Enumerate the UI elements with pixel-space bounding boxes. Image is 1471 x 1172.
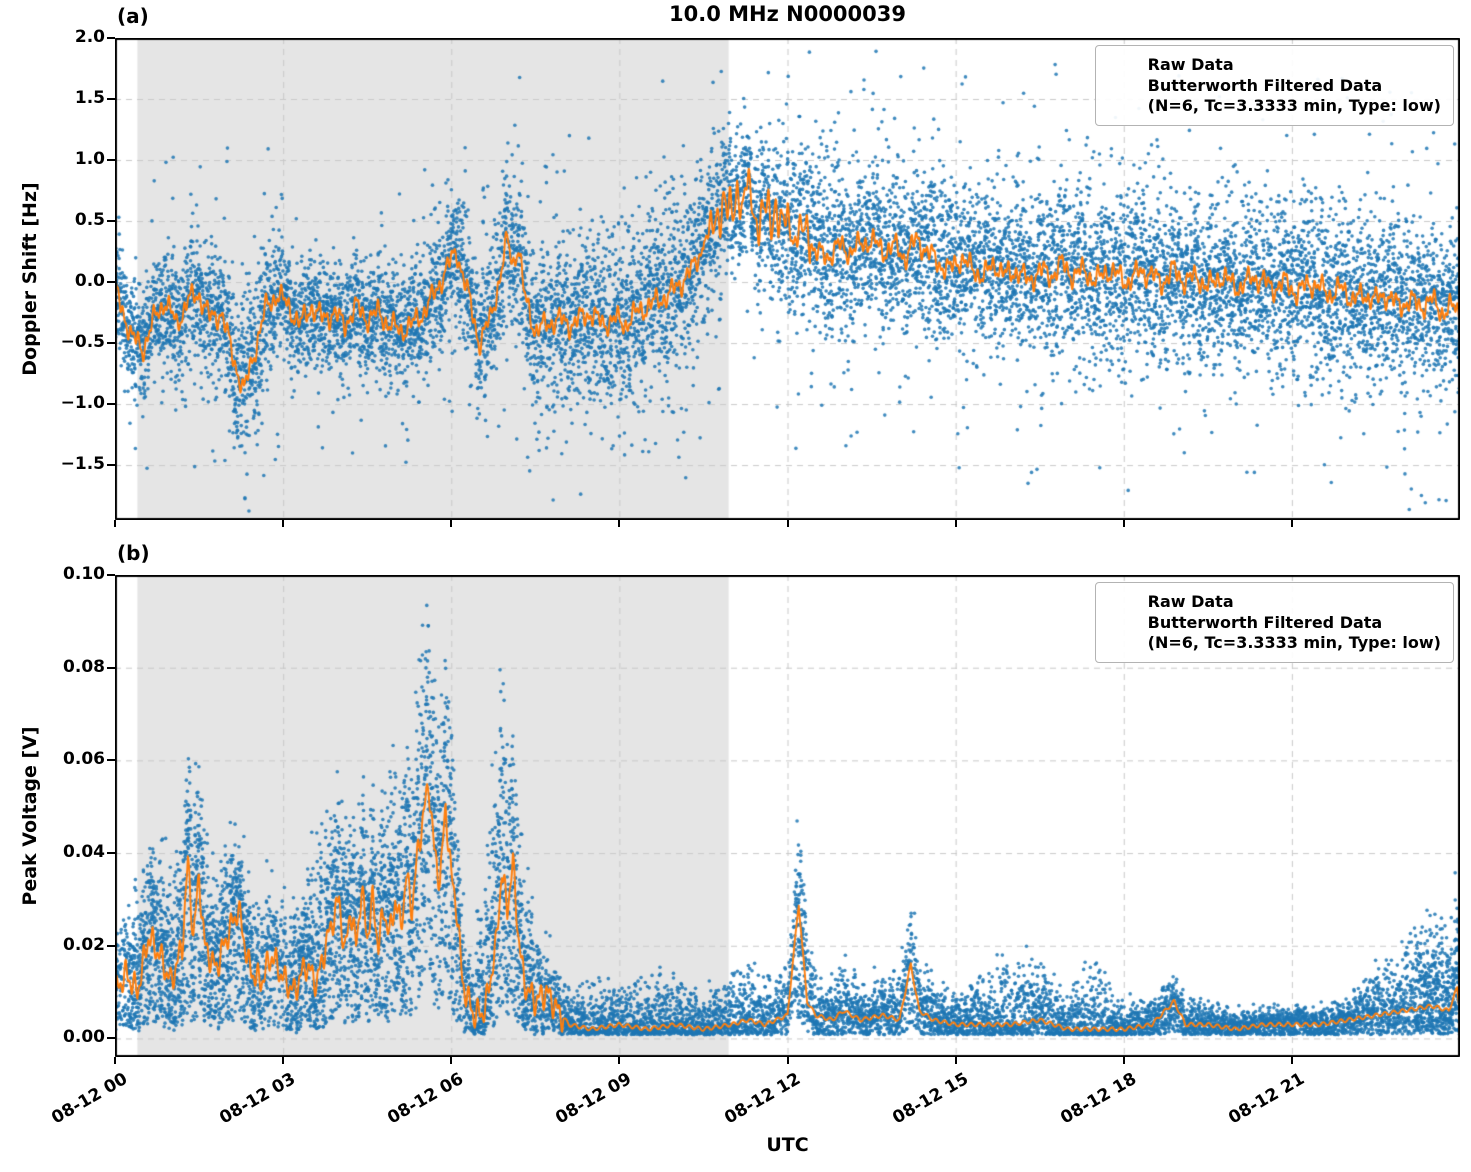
x-tick-mark: [450, 520, 453, 527]
y-tick-mark: [107, 1037, 115, 1040]
raw-data-marker-icon: [1123, 61, 1131, 69]
x-tick-label: 08-12 09: [552, 1069, 636, 1129]
y-tick-label: −1.5: [60, 454, 105, 475]
legend-filtered-label: Butterworth Filtered Data (N=6, Tc=3.333…: [1148, 76, 1441, 116]
y-tick-mark: [107, 98, 115, 100]
x-tick-mark: [450, 1057, 453, 1064]
y-tick-mark: [107, 464, 115, 467]
x-tick-mark: [114, 520, 116, 527]
x-tick-label: 08-12 12: [720, 1069, 804, 1129]
x-tick-label: 08-12 00: [48, 1069, 131, 1129]
legend-filtered-params: (N=6, Tc=3.3333 min, Type: low): [1147, 96, 1441, 115]
x-tick-mark: [618, 520, 621, 527]
x-tick-label: 08-12 06: [384, 1069, 468, 1129]
legend-marker-cell: [1106, 95, 1148, 98]
legend-marker-cell: [1106, 598, 1148, 606]
legend-raw-label: Raw Data: [1147, 592, 1234, 611]
legend-filtered-title: Butterworth Filtered Data: [1147, 613, 1383, 632]
y-tick-label: 0.04: [63, 842, 105, 863]
legend-marker-cell: [1106, 632, 1148, 635]
x-tick-mark: [786, 520, 789, 527]
y-tick-mark: [107, 220, 115, 223]
x-tick-mark: [954, 1057, 957, 1064]
filtered-line-marker-icon: [1110, 632, 1144, 635]
x-tick-mark: [282, 1057, 285, 1064]
x-tick-label: 08-12 21: [1225, 1069, 1308, 1129]
filtered-line-marker-icon: [1110, 95, 1144, 98]
panel-label-b: (b): [117, 541, 150, 565]
y-tick-mark: [107, 281, 115, 284]
y-tick-mark: [107, 342, 115, 345]
legend-filtered-entry: Butterworth Filtered Data (N=6, Tc=3.333…: [1106, 613, 1441, 653]
legend-raw-entry: Raw Data: [1106, 55, 1441, 74]
x-tick-mark: [1290, 1057, 1293, 1064]
x-tick-label: 08-12 18: [1057, 1069, 1140, 1129]
x-tick-mark: [114, 1057, 116, 1064]
y-tick-label: 0.5: [74, 210, 105, 231]
y-tick-label: 1.0: [74, 149, 105, 170]
y-tick-mark: [107, 159, 115, 162]
y-tick-mark: [107, 852, 115, 855]
doppler-legend: Raw Data Butterworth Filtered Data (N=6,…: [1094, 45, 1454, 126]
legend-filtered-entry: Butterworth Filtered Data (N=6, Tc=3.333…: [1106, 76, 1441, 116]
y-tick-label: 0.10: [63, 564, 105, 584]
x-tick-mark: [618, 1057, 621, 1064]
y-tick-label: 1.5: [74, 88, 105, 108]
y-tick-label: 0.0: [74, 271, 105, 292]
y-tick-mark: [107, 759, 115, 762]
y-tick-mark: [107, 944, 115, 947]
x-tick-label: 08-12 03: [216, 1069, 300, 1129]
y-tick-label: 2.0: [74, 27, 105, 47]
legend-raw-entry: Raw Data: [1106, 592, 1441, 611]
legend-filtered-label: Butterworth Filtered Data (N=6, Tc=3.333…: [1148, 613, 1441, 653]
y-tick-mark: [107, 574, 115, 576]
y-tick-mark: [107, 403, 115, 406]
y-tick-label: 0.00: [63, 1027, 105, 1048]
voltage-legend: Raw Data Butterworth Filtered Data (N=6,…: [1094, 582, 1454, 663]
y-tick-label: −1.0: [60, 393, 105, 414]
x-tick-mark: [282, 520, 285, 527]
raw-data-marker-icon: [1123, 598, 1131, 606]
y-tick-label: 0.08: [63, 656, 105, 677]
x-tick-mark: [786, 1057, 789, 1064]
x-tick-label: 08-12 15: [888, 1069, 972, 1129]
legend-marker-cell: [1106, 61, 1148, 69]
y-tick-mark: [107, 37, 115, 39]
x-tick-mark: [954, 520, 957, 527]
x-tick-mark: [1122, 520, 1125, 527]
x-tick-mark: [1122, 1057, 1125, 1064]
doppler-panel: Raw Data Butterworth Filtered Data (N=6,…: [115, 38, 1460, 520]
legend-raw-label: Raw Data: [1147, 55, 1234, 74]
legend-filtered-params: (N=6, Tc=3.3333 min, Type: low): [1147, 633, 1441, 652]
x-axis-label: UTC: [766, 1134, 809, 1156]
panel-label-a: (a): [117, 4, 149, 28]
y-tick-label: −0.5: [60, 332, 105, 353]
y-tick-label: 0.06: [63, 749, 105, 770]
y-tick-mark: [107, 666, 115, 669]
chart-title: 10.0 MHz N0000039: [669, 2, 906, 26]
voltage-panel: Raw Data Butterworth Filtered Data (N=6,…: [115, 575, 1460, 1057]
y-tick-label: 0.02: [63, 934, 105, 955]
x-tick-mark: [1290, 520, 1293, 527]
legend-filtered-title: Butterworth Filtered Data: [1147, 76, 1383, 95]
